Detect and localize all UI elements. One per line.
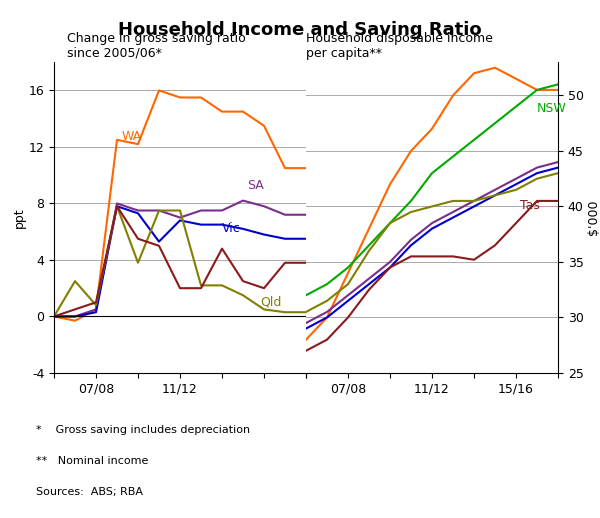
Text: Household disposable income
per capita**: Household disposable income per capita** bbox=[306, 32, 493, 60]
Text: Change in gross saving ratio
since 2005/06*: Change in gross saving ratio since 2005/… bbox=[67, 32, 245, 60]
Text: SA: SA bbox=[247, 179, 264, 192]
Text: WA: WA bbox=[121, 130, 142, 143]
Text: Qld: Qld bbox=[260, 295, 281, 308]
Text: Vic: Vic bbox=[222, 222, 241, 235]
Y-axis label: ppt: ppt bbox=[13, 207, 26, 228]
Y-axis label: $'000: $'000 bbox=[587, 200, 599, 235]
Text: Household Income and Saving Ratio: Household Income and Saving Ratio bbox=[118, 21, 482, 39]
Text: Sources:  ABS; RBA: Sources: ABS; RBA bbox=[36, 487, 143, 497]
Text: **   Nominal income: ** Nominal income bbox=[36, 456, 148, 466]
Text: Tas: Tas bbox=[520, 199, 540, 212]
Text: *    Gross saving includes depreciation: * Gross saving includes depreciation bbox=[36, 425, 250, 435]
Text: NSW: NSW bbox=[537, 102, 567, 115]
